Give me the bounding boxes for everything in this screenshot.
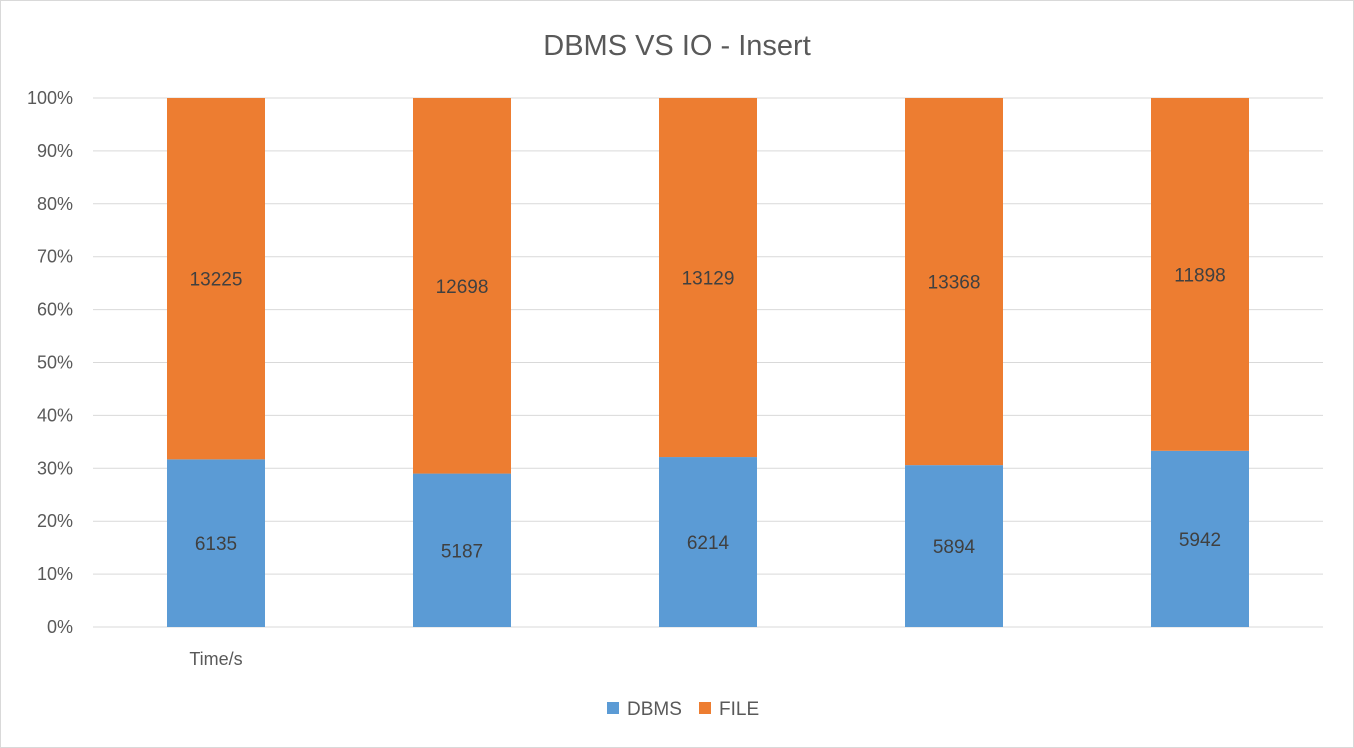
y-tick-label: 20% xyxy=(37,511,73,531)
data-label: 6135 xyxy=(195,534,237,555)
x-category-label: Time/s xyxy=(189,649,242,669)
y-tick-label: 80% xyxy=(37,194,73,214)
bar-dbms xyxy=(1151,450,1249,627)
data-label: 13368 xyxy=(928,273,981,294)
legend-label-dbms: DBMS xyxy=(627,699,682,720)
data-label: 5942 xyxy=(1179,530,1221,551)
y-tick-label: 10% xyxy=(37,564,73,584)
y-tick-label: 100% xyxy=(27,88,73,108)
bars: 6135 13225 5187 12698 6214 13129 5894 13368 5942… xyxy=(167,98,1249,627)
chart-title: DBMS VS IO - Insert xyxy=(543,30,811,62)
bar-dbms xyxy=(905,465,1003,627)
legend: DBMS FILE xyxy=(607,699,759,720)
bar-dbms xyxy=(659,457,757,627)
data-label: 12698 xyxy=(436,277,489,298)
y-tick-label: 90% xyxy=(37,141,73,161)
y-tick-label: 50% xyxy=(37,353,73,373)
legend-swatch-file xyxy=(699,702,711,714)
data-label: 5894 xyxy=(933,537,976,558)
bar-file xyxy=(659,98,757,458)
data-label: 6214 xyxy=(687,533,730,554)
y-axis-ticks: 0% 10% 20% 30% 40% 50% 60% 70% 80% 90% 100% xyxy=(27,88,73,637)
bar-file xyxy=(413,98,511,474)
bar-file xyxy=(167,98,265,460)
y-tick-label: 70% xyxy=(37,247,73,267)
y-tick-label: 60% xyxy=(37,300,73,320)
data-label: 13225 xyxy=(190,270,243,291)
x-axis-labels: Time/s xyxy=(189,649,242,669)
data-label: 5187 xyxy=(441,541,483,562)
bar-file xyxy=(1151,98,1249,451)
y-tick-label: 40% xyxy=(37,405,73,425)
legend-swatch-dbms xyxy=(607,702,619,714)
y-tick-label: 30% xyxy=(37,458,73,478)
y-tick-label: 0% xyxy=(47,617,73,637)
bar-file xyxy=(905,98,1003,466)
legend-label-file: FILE xyxy=(719,699,759,720)
data-label: 11898 xyxy=(1174,265,1225,286)
bar-dbms xyxy=(167,459,265,627)
data-label: 13129 xyxy=(682,269,735,290)
bar-dbms xyxy=(413,473,511,627)
